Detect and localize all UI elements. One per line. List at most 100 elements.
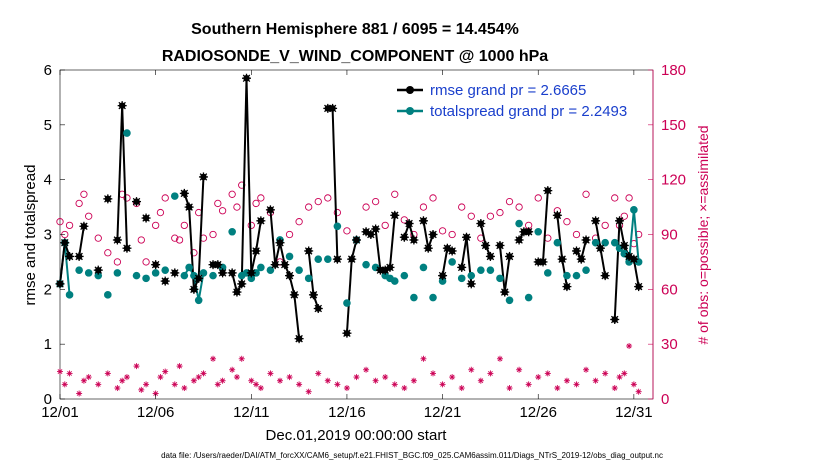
obs-assimilated-point (439, 381, 446, 388)
rmse-point (538, 257, 548, 267)
totalspread-point (400, 271, 409, 280)
obs-possible-point (56, 218, 64, 226)
obs-assimilated-point (267, 370, 274, 377)
obs-possible-point (137, 236, 145, 244)
rmse-point (246, 268, 256, 278)
obs-assimilated-point (80, 377, 87, 384)
rmse-point (289, 290, 299, 300)
obs-possible-point (65, 221, 74, 230)
rmse-point (428, 230, 438, 239)
rmse-point (619, 240, 629, 250)
obs-assimilated-point (57, 368, 63, 375)
rmse-line-segment (618, 220, 626, 246)
obs-assimilated-point (190, 377, 197, 384)
totalspread-line-segment (628, 209, 635, 263)
totalspread-line-segment (632, 209, 640, 263)
rmse-line-segment (240, 78, 248, 284)
obs-assimilated-point (133, 363, 140, 370)
totalspread-point (123, 129, 131, 137)
totalspread-point (610, 238, 619, 247)
obs-possible-point (601, 221, 609, 230)
totalspread-point (477, 266, 485, 274)
rmse-point (524, 227, 534, 237)
x-tick-label: 12/21 (424, 404, 462, 421)
rmse-point (189, 284, 199, 294)
rmse-point (93, 265, 103, 275)
rmse-point (423, 243, 433, 253)
totalspread-point (228, 227, 236, 236)
totalspread-point (75, 266, 83, 274)
totalspread-point (467, 271, 476, 280)
totalspread-point (180, 271, 189, 280)
rmse-point (390, 210, 400, 220)
rmse-point (265, 205, 275, 215)
totalspread-point (563, 271, 571, 280)
rmse-point (170, 268, 180, 278)
rmse-point (380, 265, 390, 275)
obs-assimilated-point (324, 377, 331, 384)
rmse-point (600, 271, 610, 281)
totalspread-point (94, 271, 103, 280)
footer-data-file: data file: /Users/raeder/DAI/ATM_forcXX/… (161, 451, 663, 460)
obs-assimilated-point (214, 381, 221, 388)
rmse-point (447, 246, 457, 256)
obs-assimilated-point (458, 385, 465, 392)
totalspread-point (142, 274, 150, 283)
obs-possible-point (582, 190, 590, 198)
obs-assimilated-point (630, 381, 637, 388)
rmse-point (466, 279, 476, 289)
totalspread-point (132, 271, 141, 280)
obs-assimilated-point (353, 374, 360, 381)
totalspread-point (486, 266, 495, 274)
totalspread-point (429, 293, 437, 302)
totalspread-point (515, 219, 523, 228)
y-left-tick-label: 6 (44, 62, 52, 79)
rmse-point (237, 279, 247, 289)
chart-title-line2: RADIOSONDE_V_WIND_COMPONENT @ 1000 hPa (162, 48, 548, 65)
obs-possible-point (534, 194, 542, 202)
totalspread-point (242, 269, 251, 277)
x-tick-label: 12/06 (137, 404, 175, 421)
totalspread-point (161, 266, 170, 274)
rmse-point (280, 260, 290, 270)
obs-assimilated-point (525, 381, 532, 388)
rmse-point (514, 235, 524, 245)
totalspread-point (343, 299, 351, 307)
rmse-line-segment (498, 245, 506, 293)
obs-possible-point (438, 227, 447, 235)
y-axis-right-label: # of obs: o=possible; ×=assimilated (695, 125, 711, 344)
obs-assimilated-point (410, 377, 417, 384)
y-left-tick-label: 4 (44, 172, 52, 189)
rmse-point (418, 216, 428, 226)
rmse-point (194, 273, 204, 283)
rmse-point (409, 235, 419, 245)
rmse-point (275, 238, 285, 248)
rmse-point (571, 246, 581, 256)
obs-assimilated-point (61, 381, 68, 388)
totalspread-point (247, 274, 256, 283)
obs-possible-point (467, 212, 475, 220)
obs-possible-point (515, 203, 523, 211)
obs-possible-point (314, 197, 322, 206)
rmse-point (285, 271, 295, 281)
obs-possible-point (295, 218, 303, 226)
obs-assimilated-point (210, 355, 217, 362)
totalspread-point (104, 291, 112, 299)
totalspread-point (496, 274, 504, 283)
totalspread-point (572, 271, 581, 280)
rmse-point (294, 334, 304, 344)
obs-assimilated-point (305, 388, 312, 395)
obs-possible-point (228, 190, 236, 198)
totalspread-point (448, 258, 456, 266)
y-axis-left-label: rmse and totalspread (22, 165, 39, 306)
obs-assimilated-point (635, 388, 642, 395)
obs-possible-point (371, 197, 380, 206)
obs-possible-point (113, 258, 122, 266)
rmse-point (615, 216, 625, 226)
totalspread-line-segment (197, 272, 205, 301)
obs-assimilated-point (257, 385, 264, 392)
rmse-point (184, 202, 194, 212)
obs-assimilated-point (506, 385, 513, 392)
obs-assimilated-point (573, 381, 580, 388)
rmse-line-segment (580, 239, 588, 260)
